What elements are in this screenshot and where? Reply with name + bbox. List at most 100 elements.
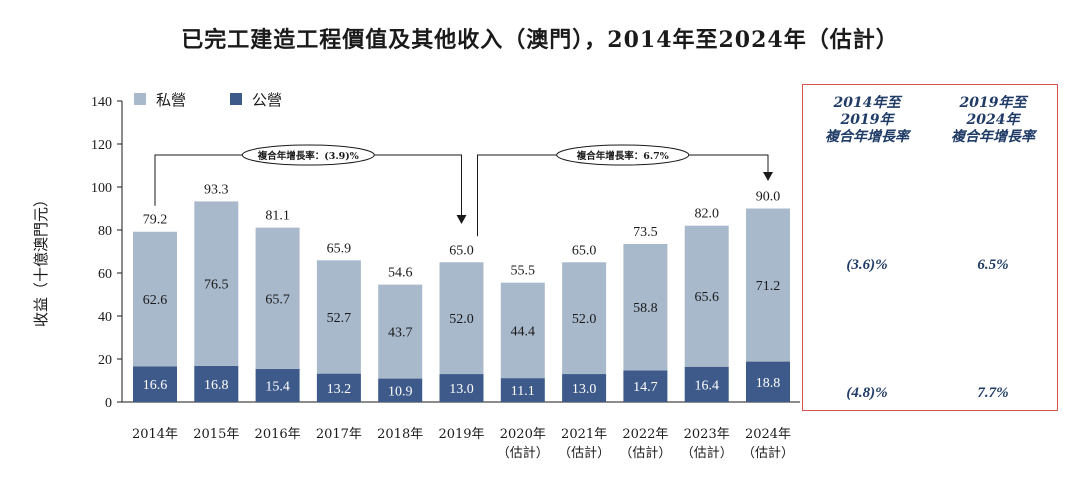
y-tick-label: 120 xyxy=(91,138,112,153)
cagr-header-line: 2019年 xyxy=(840,112,894,128)
bar-public xyxy=(194,365,239,402)
x-tick-label: 2017年 xyxy=(316,427,362,442)
cagr-public-2019-2024: 7.7% xyxy=(977,385,1009,401)
bar-private xyxy=(133,231,177,367)
y-tick-label: 60 xyxy=(98,267,112,282)
legend-swatch xyxy=(134,93,146,105)
bar-private-label: 62.6 xyxy=(143,293,168,308)
bar-public-label: 15.4 xyxy=(265,379,290,394)
x-tick-note: （估計） xyxy=(558,445,610,461)
cagr-private-2014-2019: (3.6)% xyxy=(846,257,888,273)
bar-total-label: 81.1 xyxy=(265,209,290,224)
cagr-header-2014-2019: 2014年至 2019年 複合年增長率 xyxy=(807,95,927,146)
cagr-header-line: 2024年 xyxy=(966,112,1020,128)
bar-private-label: 52.7 xyxy=(327,311,352,326)
bar-total-label: 65.0 xyxy=(449,243,474,258)
x-tick-label: 2014年 xyxy=(132,427,178,442)
x-tick-label: 2015年 xyxy=(193,427,239,442)
bar-private-label: 65.6 xyxy=(694,290,719,305)
bar-public-label: 10.9 xyxy=(388,384,413,399)
bar-private-label: 43.7 xyxy=(388,326,413,341)
legend-label: 私營 xyxy=(156,91,186,109)
bar-private xyxy=(746,208,790,362)
bar-public-label: 16.4 xyxy=(694,378,719,393)
x-tick-label: 2023年 xyxy=(684,427,730,442)
bar-total-label: 73.5 xyxy=(633,225,658,240)
bar-private-label: 52.0 xyxy=(449,312,474,327)
bar-private-label: 44.4 xyxy=(511,324,536,339)
x-tick-label: 2016年 xyxy=(255,427,301,442)
cagr-private-2019-2024: 6.5% xyxy=(977,257,1009,273)
y-tick-label: 20 xyxy=(98,353,112,368)
bar-private-label: 71.2 xyxy=(756,279,781,294)
bar-public-label: 18.8 xyxy=(756,376,781,391)
bar-total-label: 90.0 xyxy=(756,190,781,205)
x-tick-label: 2024年 xyxy=(745,427,791,442)
bar-private-label: 65.7 xyxy=(265,292,290,307)
x-tick-label: 2022年 xyxy=(622,427,668,442)
y-axis-label: 收益（十億澳門元） xyxy=(32,192,50,327)
cagr-public-2014-2019: (4.8)% xyxy=(846,385,888,401)
bar-private xyxy=(684,225,729,367)
bar-public-label: 14.7 xyxy=(633,380,658,395)
cagr-header-line: 2014年至 xyxy=(833,95,901,111)
bar-private-label: 76.5 xyxy=(204,278,229,293)
y-tick-label: 80 xyxy=(98,224,112,239)
y-tick-label: 40 xyxy=(98,310,112,325)
x-tick-label: 2021年 xyxy=(561,427,607,442)
bar-public xyxy=(562,374,607,402)
bar-public-label: 16.8 xyxy=(204,378,229,393)
y-tick-label: 0 xyxy=(105,396,112,411)
x-tick-note: （估計） xyxy=(742,445,794,461)
bar-public xyxy=(133,366,177,402)
stacked-bar-chart: 0 20 40 60 80 100 120 140 收益（十億澳門元） 16.6 62.6 79.2 2… xyxy=(32,91,800,461)
x-tick-label: 2019年 xyxy=(438,427,484,442)
cagr-annotation-label: 複合年增長率：6.7% xyxy=(576,150,669,162)
bar-public xyxy=(316,373,361,402)
cagr-panel: 2014年至 2019年 複合年增長率 2019年至 2024年 複合年增長率 … xyxy=(802,84,1058,411)
bar-private xyxy=(623,243,668,371)
cagr-arrow-head xyxy=(763,172,773,181)
bar-private xyxy=(255,227,300,369)
legend-swatch xyxy=(230,93,242,105)
cagr-annotation-label: 複合年增長率：(3.9)% xyxy=(257,150,359,162)
bar-private-label: 52.0 xyxy=(572,312,597,327)
bar-public-label: 13.0 xyxy=(572,382,597,397)
cagr-ellipse xyxy=(241,144,375,166)
x-tick-label: 2020年 xyxy=(500,427,546,442)
bar-private xyxy=(500,282,545,379)
bar-private xyxy=(316,260,361,374)
bar-public-label: 13.0 xyxy=(449,382,474,397)
bar-total-label: 79.2 xyxy=(143,213,168,228)
cagr-header-line: 2019年至 xyxy=(959,95,1027,111)
cagr-arrow-head xyxy=(456,215,467,224)
bar-public-label: 11.1 xyxy=(511,384,535,399)
x-tick-note: （估計） xyxy=(619,445,671,461)
cagr-header-2019-2024: 2019年至 2024年 複合年增長率 xyxy=(933,95,1053,146)
bar-total-label: 54.6 xyxy=(388,266,413,281)
bar-public xyxy=(500,378,545,402)
bar-total-label: 93.3 xyxy=(204,182,229,197)
legend-label: 公營 xyxy=(252,91,282,109)
bar-private xyxy=(562,262,607,375)
chart-title: 已完工建造工程價值及其他收入（澳門），2014年至2024年（估計） xyxy=(181,27,899,53)
x-tick-label: 2018年 xyxy=(377,427,423,442)
x-tick-note: （估計） xyxy=(497,445,549,461)
bar-private xyxy=(378,284,423,379)
cagr-header-line: 複合年增長率 xyxy=(951,129,1035,145)
bar-public xyxy=(623,370,668,402)
bar-public-label: 16.6 xyxy=(143,378,168,393)
bar-private xyxy=(194,201,239,366)
bar-private xyxy=(439,262,484,375)
bar-public-label: 13.2 xyxy=(327,382,352,397)
bar-public xyxy=(684,366,729,402)
bar-total-label: 55.5 xyxy=(511,264,536,279)
bar-total-label: 65.9 xyxy=(327,241,352,256)
cagr-ellipse xyxy=(556,144,690,166)
bar-total-label: 82.0 xyxy=(694,207,719,222)
y-tick-label: 100 xyxy=(91,181,112,196)
bar-public xyxy=(746,361,790,402)
y-tick-label: 140 xyxy=(91,95,112,110)
cagr-header-line: 複合年增長率 xyxy=(825,129,909,145)
bar-total-label: 65.0 xyxy=(572,243,597,258)
